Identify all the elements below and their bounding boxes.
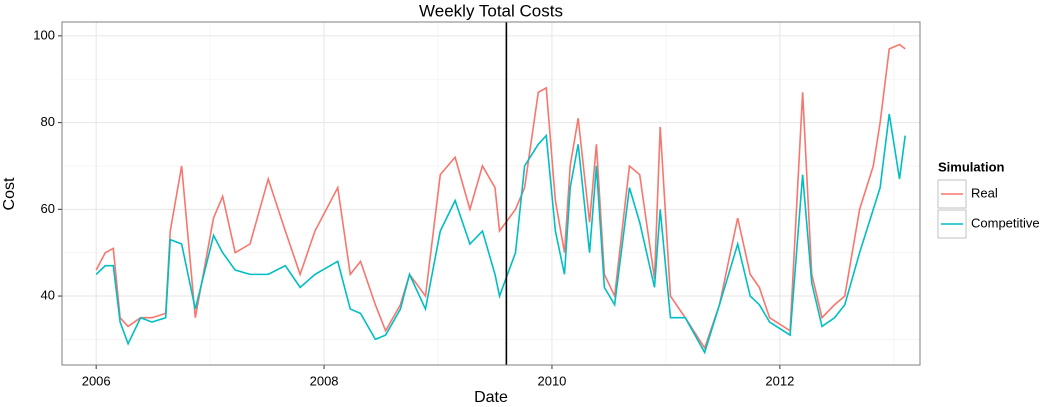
panel-border — [61, 21, 921, 366]
y-axis-title: Cost — [1, 177, 18, 210]
legend-label: Competitive — [971, 215, 1040, 230]
x-tick-label: 2012 — [765, 373, 794, 388]
series-line — [95, 43, 906, 350]
chart-title: Weekly Total Costs — [419, 1, 563, 20]
x-tick-label: 2008 — [310, 373, 339, 388]
x-tick-label: 2006 — [82, 373, 111, 388]
y-tick-label: 40 — [41, 287, 55, 302]
x-tick-label: 2010 — [537, 373, 566, 388]
legend-label: Real — [971, 185, 998, 200]
y-tick-label: 100 — [33, 27, 55, 42]
series-line — [95, 113, 906, 355]
y-tick-label: 60 — [41, 201, 55, 216]
x-axis-title: Date — [474, 389, 508, 406]
legend-title: Simulation — [938, 159, 1005, 174]
y-tick-label: 80 — [41, 114, 55, 129]
